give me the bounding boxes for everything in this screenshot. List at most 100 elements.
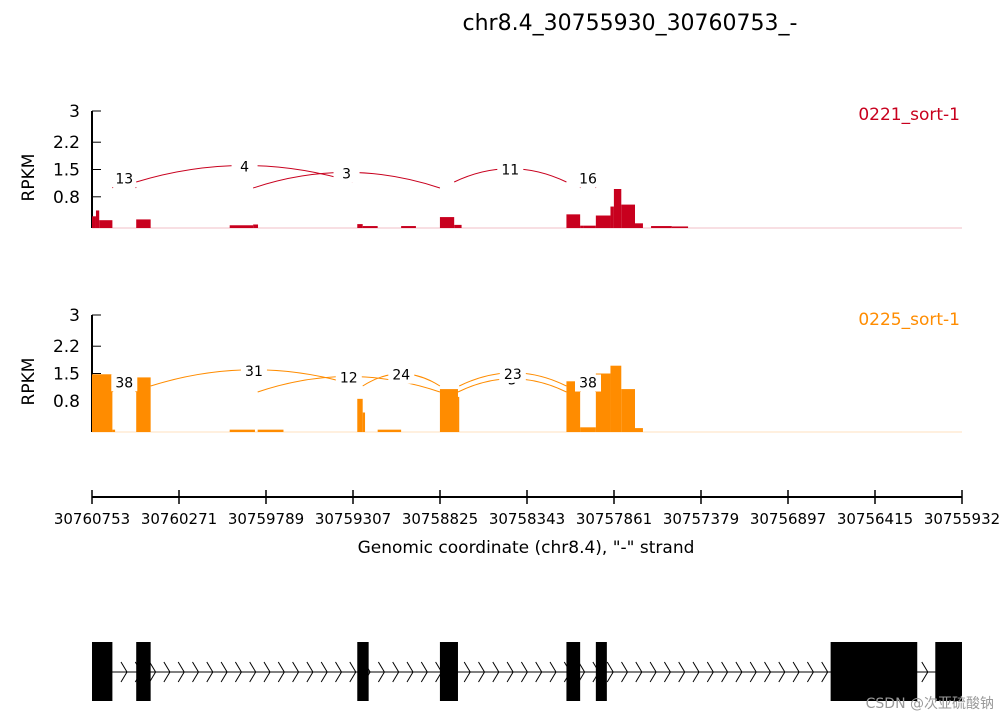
strand-arrow [463,661,471,683]
coverage-bar [401,226,416,228]
coverage-bar [566,381,581,432]
coverage-bar [439,389,458,432]
strand-arrow [478,661,486,683]
junction-count-label: 3 [342,166,351,182]
coverage-bar [610,206,614,228]
coverage-bar [92,216,96,228]
strand-arrow [792,661,800,683]
chart-title: chr8.4_30755930_30760753_- [463,11,798,36]
strand-arrow [735,661,743,683]
y-tick-label: 3 [69,306,80,326]
track-name: 0225_sort-1 [858,310,960,330]
coverage-bar [651,226,672,228]
exon-block [595,642,607,701]
junction-label-bg [574,170,601,188]
y-tick-label: 0.8 [53,392,80,412]
strand-arrow [706,661,714,683]
coverage-bar [377,429,402,432]
strand-arrow [635,661,643,683]
x-tick-label: 30758343 [489,510,565,528]
coverage-bar [136,377,151,432]
junction-label-bg [240,362,267,380]
x-axis: 30760753 30760271 30759789 30759307 30758825… [54,490,1000,528]
coverage-bar [357,398,363,432]
strand-arrow [349,661,357,683]
junction-label-bg [574,374,601,392]
strand-arrow [692,661,700,683]
strand-arrow [778,661,786,683]
y-tick-label: 1.5 [53,365,80,385]
coverage-bar [457,396,460,432]
track-name: 0221_sort-1 [858,105,960,125]
strand-arrow [220,661,228,683]
strand-arrow [649,661,657,683]
coverage-bar [229,429,255,432]
coverage-bar [610,365,622,432]
x-tick-label: 30756897 [750,510,826,528]
junction-label-bg [333,165,360,183]
strand-arrow [406,661,414,683]
strand-arrow [621,661,629,683]
coverage-bar [362,412,366,432]
junction-count-label: 16 [579,172,597,188]
coverage-bar [671,226,689,228]
coverage-bar [635,223,643,228]
strand-arrow [206,661,214,683]
x-tick-label: 30760753 [54,510,130,528]
coverage-bar [621,389,636,432]
y-tick-label: 0.8 [53,188,80,208]
strand-arrow [535,661,543,683]
junction-label-bg [111,170,138,188]
strand-arrow [392,661,400,683]
coverage-bar [112,429,116,432]
junction-count-label: 38 [115,375,133,391]
strand-arrow [921,661,929,683]
strand-arrow [506,661,514,683]
coverage-bar [439,217,455,228]
strand-arrow [306,661,314,683]
strand-arrow [192,661,200,683]
coverage-bar [635,428,643,432]
y-tick-label: 3 [69,102,80,122]
strand-arrow [764,661,772,683]
exon-block [136,642,151,701]
exon-block [566,642,581,701]
junction-count-label: 23 [504,367,522,383]
x-tick-label: 30759307 [315,510,391,528]
tracks-group: 0.8 1.5 2.2 3 RPKM 0221_sort-1 13 4 3 11 16 0.8 1.5 2… [19,102,962,433]
junction-count-label: 31 [245,364,263,380]
y-axis-label: RPKM [19,154,39,202]
strand-arrow [549,661,557,683]
x-tick-label: 30760271 [141,510,217,528]
coverage-bar [229,225,254,228]
coverage-bar [454,224,462,228]
strand-arrow [292,661,300,683]
junction-count-label: 4 [240,159,249,175]
strand-arrow [149,661,157,683]
coverage-bar [95,210,100,228]
x-axis-label: Genomic coordinate (chr8.4), "-" strand [358,538,695,558]
strand-arrow [806,661,814,683]
strand-arrow [821,661,829,683]
coverage-bar [257,429,284,432]
strand-arrow [492,661,500,683]
y-axis-label: RPKM [19,358,39,406]
exon-block [439,642,458,701]
strand-arrow [578,661,586,683]
strand-arrow [377,661,385,683]
strand-arrow [678,661,686,683]
coverage-bar [583,225,596,228]
coverage-bar [357,224,363,228]
y-tick-label: 2.2 [53,337,80,357]
junction-label-bg [231,158,258,176]
x-tick-label: 30759789 [228,510,304,528]
strand-arrow [320,661,328,683]
junction-count-label: 11 [501,163,519,179]
coverage-bar [253,224,259,228]
junction-count-label: 12 [340,371,358,387]
x-tick-label: 30758825 [402,510,478,528]
exon-block [357,642,369,701]
strand-arrow [335,661,343,683]
strand-arrow [249,661,257,683]
